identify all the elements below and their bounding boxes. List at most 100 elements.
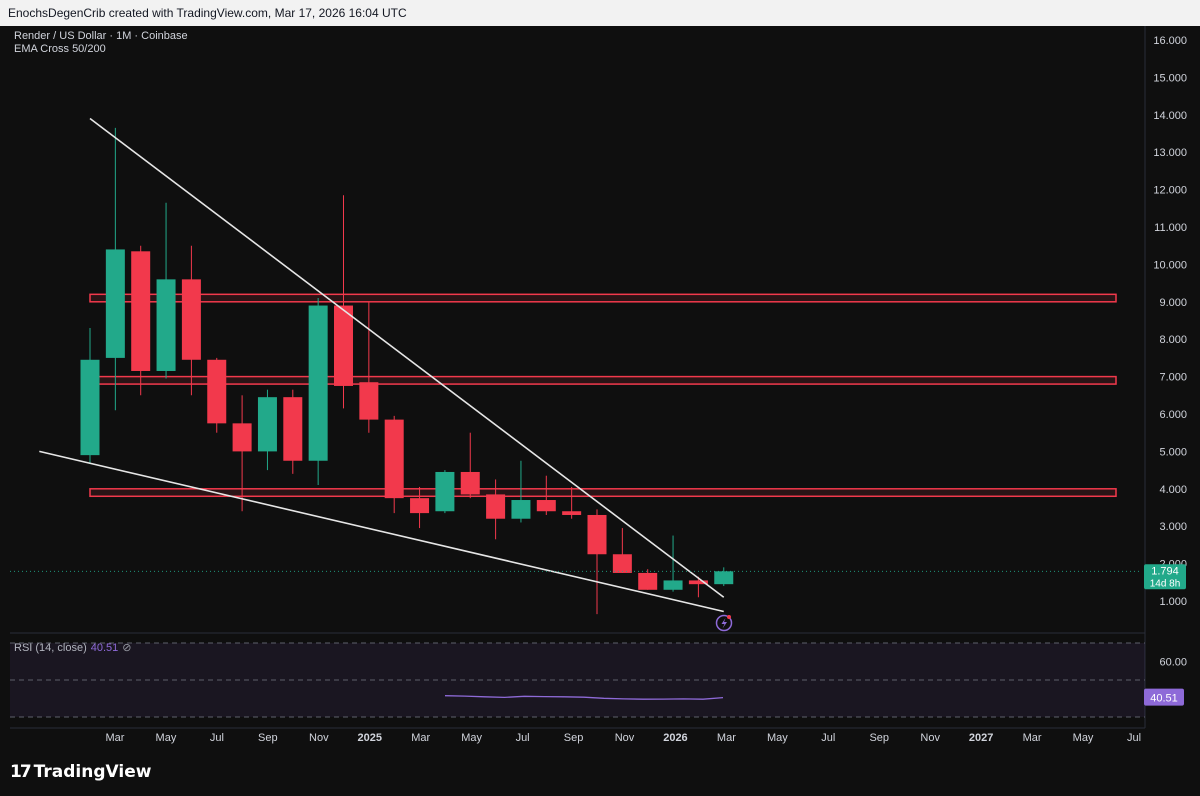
price-tick-0: 1.000 [1159,596,1187,608]
candle-body-13 [410,498,430,514]
candle-body-23 [663,580,683,590]
price-tick-8: 9.000 [1159,297,1187,309]
price-tick-10: 11.000 [1154,222,1187,234]
price-tick-6: 7.000 [1159,372,1187,384]
resistance-zones [89,293,1117,498]
time-tick-15: Sep [869,732,889,744]
rsi-legend-value: 40.51 [90,642,119,654]
time-tick-18: Mar [1023,732,1042,744]
candle-body-11 [359,382,379,420]
attribution-bar: EnochsDegenCrib created with TradingView… [0,0,1200,26]
time-tick-19: May [1073,732,1094,744]
price-tick-5: 6.000 [1159,409,1187,421]
logo-text: TradingView [33,762,152,782]
rsi-value-badge [1144,688,1184,706]
time-tick-4: Nov [309,732,329,744]
time-tick-1: May [156,732,177,744]
trendlines [10,117,1142,613]
candle-body-5 [207,359,227,424]
time-tick-13: May [767,732,788,744]
candle-body-9 [308,305,328,461]
price-tick-15: 16.000 [1153,35,1187,47]
tradingview-logo-icon: 17 [10,762,32,782]
zone-2 [89,488,1117,498]
trendline-0 [89,117,725,598]
tradingview-logo: 17 TradingView [10,762,151,782]
price-tick-9: 10.000 [1153,259,1187,271]
time-tick-0: Mar [106,732,125,744]
candle-body-0 [80,359,100,456]
rsi-label: RSI (14, close) [14,642,87,654]
price-tick-7: 8.000 [1159,334,1187,346]
price-tick-13: 14.000 [1153,110,1187,122]
time-tick-14: Jul [821,732,835,744]
lightning-bolt-icon [721,618,727,629]
candle-body-1 [105,249,125,358]
candle-body-2 [131,251,151,371]
time-tick-10: Nov [615,732,635,744]
candle-body-16 [486,494,506,519]
time-tick-17: 2027 [969,732,993,744]
rsi-pane[interactable]: 60.00 40.51 [10,632,1187,718]
rsi-tick-0: 60.00 [1159,657,1187,669]
zone-1 [89,375,1117,385]
candle-body-6 [232,423,252,452]
candle-body-10 [334,305,353,386]
price-tick-2: 3.000 [1159,521,1187,533]
candle-body-12 [384,419,404,499]
candle-body-14 [435,471,455,512]
alert-dot-icon [727,615,731,619]
candle-body-21 [612,554,632,573]
candle-body-18 [536,500,556,512]
time-tick-7: May [461,732,482,744]
price-badge-countdown: 14d 8h [1150,578,1181,589]
plot-background [10,26,1145,744]
trendline-1 [39,450,724,613]
candle-body-22 [638,572,658,590]
alert-marker[interactable] [715,614,733,632]
price-tick-12: 13.000 [1153,147,1187,159]
candle-body-8 [283,397,303,461]
price-tick-14: 15.000 [1153,72,1187,84]
chart-legend: Render / US Dollar · 1M · Coinbase EMA C… [14,30,188,56]
attribution-text: EnochsDegenCrib created with TradingView… [8,6,407,20]
price-tick-3: 4.000 [1159,484,1187,496]
time-axis[interactable]: Mar May Jul Sep Nov 2025 Mar May Jul Sep Nov 2026 Ma… [10,727,1145,744]
candle-body-24 [688,580,708,585]
symbol-label[interactable]: Render / US Dollar · 1M · Coinbase [14,30,188,42]
rsi-line [444,695,724,700]
time-tick-9: Sep [564,732,584,744]
rsi-value-text: 40.51 [1150,693,1178,705]
candle-body-15 [460,471,480,495]
time-tick-2: Jul [210,732,224,744]
price-badge-value: 1.794 [1151,565,1179,577]
price-badge-bg [1144,564,1186,590]
time-tick-16: Nov [920,732,940,744]
time-tick-11: 2026 [663,732,687,744]
price-tick-4: 5.000 [1159,446,1187,458]
candle-body-3 [156,279,176,371]
candle-body-7 [257,397,277,452]
time-tick-6: Mar [411,732,430,744]
candle-body-25 [714,571,734,585]
time-tick-20: Jul [1127,732,1141,744]
time-tick-3: Sep [258,732,278,744]
time-tick-5: 2025 [358,732,382,744]
rsi-legend[interactable]: RSI (14, close) 40.51 ⊘ [14,641,132,654]
candle-body-20 [587,514,607,555]
time-tick-12: Mar [717,732,736,744]
candle-body-17 [511,500,531,519]
hide-icon[interactable]: ⊘ [122,642,132,654]
indicator-label[interactable]: EMA Cross 50/200 [14,43,106,55]
time-tick-8: Jul [516,732,530,744]
zone-0 [89,293,1117,303]
candle-body-19 [562,511,582,515]
candlesticks [80,127,734,615]
price-tick-11: 12.000 [1153,185,1187,197]
price-axis[interactable]: 1.0002.0003.0004.0005.0006.0007.0008.000… [1144,26,1187,728]
candle-body-4 [181,279,201,360]
lightning-icon [715,614,733,632]
